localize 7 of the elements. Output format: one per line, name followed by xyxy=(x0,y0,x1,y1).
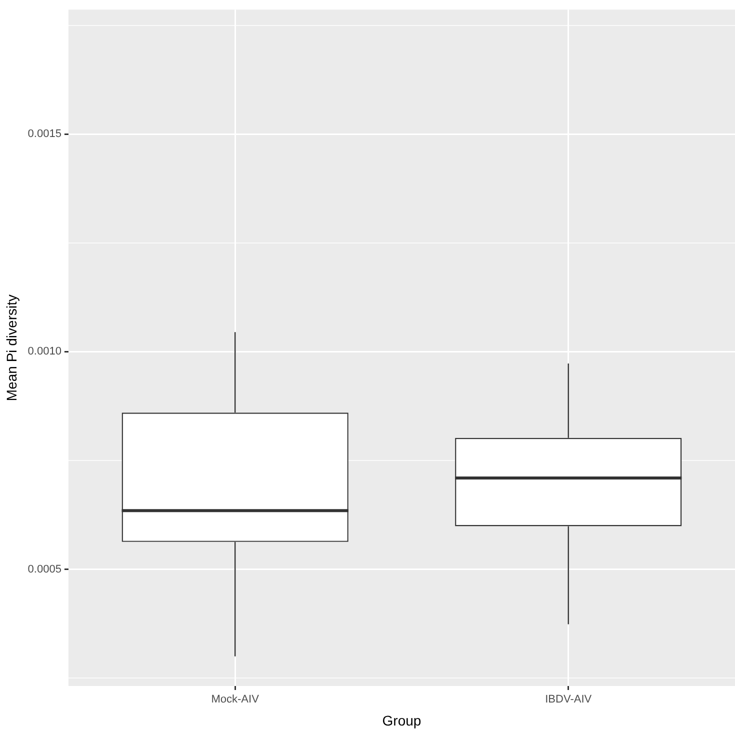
y-tick-label: 0.0005 xyxy=(28,563,62,576)
x-tick-label: Mock-AIV xyxy=(211,694,260,706)
y-tick-label: 0.0010 xyxy=(28,346,62,358)
x-axis-title: Group xyxy=(382,712,422,728)
x-tick-label: IBDV-AIV xyxy=(545,694,592,706)
y-tick-label: 0.0015 xyxy=(28,128,62,140)
y-axis-title: Mean Pi diversity xyxy=(3,294,20,402)
